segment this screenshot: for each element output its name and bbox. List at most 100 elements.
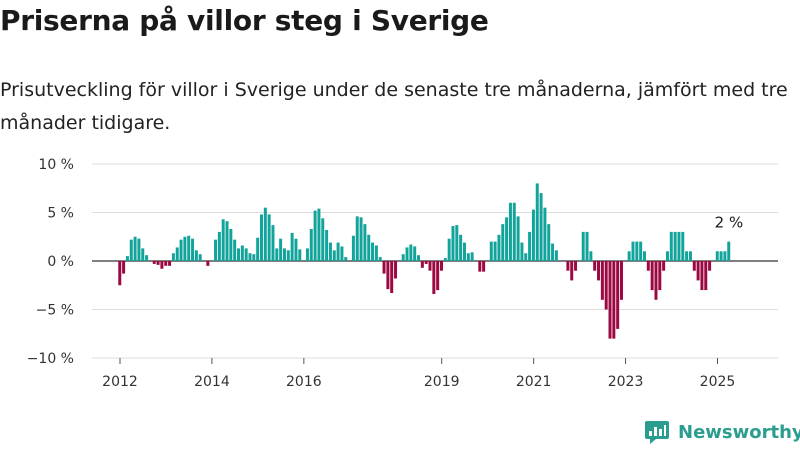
bar — [259, 214, 263, 261]
bar — [692, 261, 696, 271]
bar — [478, 261, 482, 272]
bar — [164, 261, 168, 266]
bar — [554, 250, 558, 261]
bar — [635, 241, 639, 261]
newsworthy-logo: Newsworthy — [644, 419, 800, 445]
bar — [363, 224, 367, 261]
bar — [252, 254, 256, 261]
y-tick-label: 5 % — [47, 206, 74, 222]
x-axis-labels: 2012 2014 2016 2019 2021 2023 2025 — [102, 374, 735, 390]
bar — [313, 210, 317, 261]
bar — [321, 218, 325, 261]
bar — [677, 231, 681, 261]
bar — [194, 250, 198, 261]
bar — [145, 255, 149, 261]
bar — [237, 248, 240, 261]
bar — [152, 261, 156, 264]
bar — [505, 217, 509, 261]
bar — [696, 261, 700, 281]
x-tick-label: 2012 — [102, 374, 138, 390]
bar — [191, 238, 195, 261]
bar — [585, 231, 589, 261]
bar — [662, 261, 666, 271]
bar — [386, 261, 390, 290]
bar — [497, 234, 501, 261]
bar — [665, 251, 669, 261]
bar — [451, 226, 455, 261]
bar — [256, 237, 260, 261]
bar — [708, 261, 712, 271]
bar — [620, 261, 623, 300]
bar — [401, 254, 405, 261]
bar — [489, 241, 493, 261]
bar — [440, 261, 443, 271]
bar — [669, 231, 673, 261]
bar — [466, 253, 470, 261]
bar — [520, 242, 524, 261]
bar — [206, 261, 210, 266]
bar — [183, 236, 187, 261]
bar — [462, 242, 466, 261]
bar — [704, 261, 708, 291]
bar — [589, 251, 593, 261]
bar — [355, 216, 359, 261]
bar — [122, 261, 126, 274]
bar — [432, 261, 436, 294]
bar — [271, 225, 275, 261]
last-value-label: 2 % — [715, 214, 744, 232]
bar — [631, 241, 635, 261]
bar — [524, 253, 528, 261]
bar — [133, 236, 137, 261]
bar — [627, 251, 631, 261]
bar — [359, 217, 363, 261]
bar — [171, 253, 175, 261]
bar — [493, 241, 497, 261]
bar — [531, 209, 535, 261]
bar — [118, 261, 122, 286]
bar — [547, 224, 551, 261]
bar — [482, 261, 486, 272]
y-axis-labels: 10 % 5 % 0 % −5 % −10 % — [27, 157, 74, 367]
bar — [539, 193, 543, 261]
bar — [248, 253, 252, 261]
bar — [600, 261, 604, 300]
bar — [688, 251, 692, 261]
bar — [551, 243, 555, 261]
bar — [470, 252, 474, 261]
bar — [240, 245, 244, 261]
bar — [394, 261, 398, 279]
chart-title: Priserna på villor steg i Sverige — [0, 4, 489, 37]
bar — [229, 228, 233, 261]
bar — [535, 183, 539, 261]
bar — [570, 261, 574, 281]
bar — [244, 248, 248, 261]
bar — [597, 261, 601, 281]
bar — [612, 261, 616, 339]
bar — [198, 254, 202, 261]
bar — [168, 261, 172, 266]
bar — [685, 251, 689, 261]
bar — [501, 224, 505, 261]
bar — [282, 248, 286, 261]
bar — [616, 261, 620, 329]
newsworthy-logo-icon — [645, 421, 669, 444]
x-tick-label: 2019 — [424, 374, 460, 390]
bar — [715, 251, 719, 261]
bar — [639, 241, 643, 261]
x-axis-ticks — [119, 358, 718, 364]
bar — [516, 216, 520, 261]
bar — [508, 202, 512, 261]
bar — [428, 261, 432, 271]
bar — [137, 238, 141, 261]
bar — [225, 221, 229, 261]
bar — [367, 234, 371, 261]
bar — [187, 235, 191, 261]
bar — [543, 207, 547, 261]
bar — [646, 261, 650, 271]
bar — [436, 261, 440, 291]
bar — [263, 207, 267, 261]
y-tick-label: 0 % — [47, 254, 74, 270]
bar — [459, 234, 463, 261]
x-tick-label: 2023 — [608, 374, 644, 390]
bar — [566, 261, 570, 271]
